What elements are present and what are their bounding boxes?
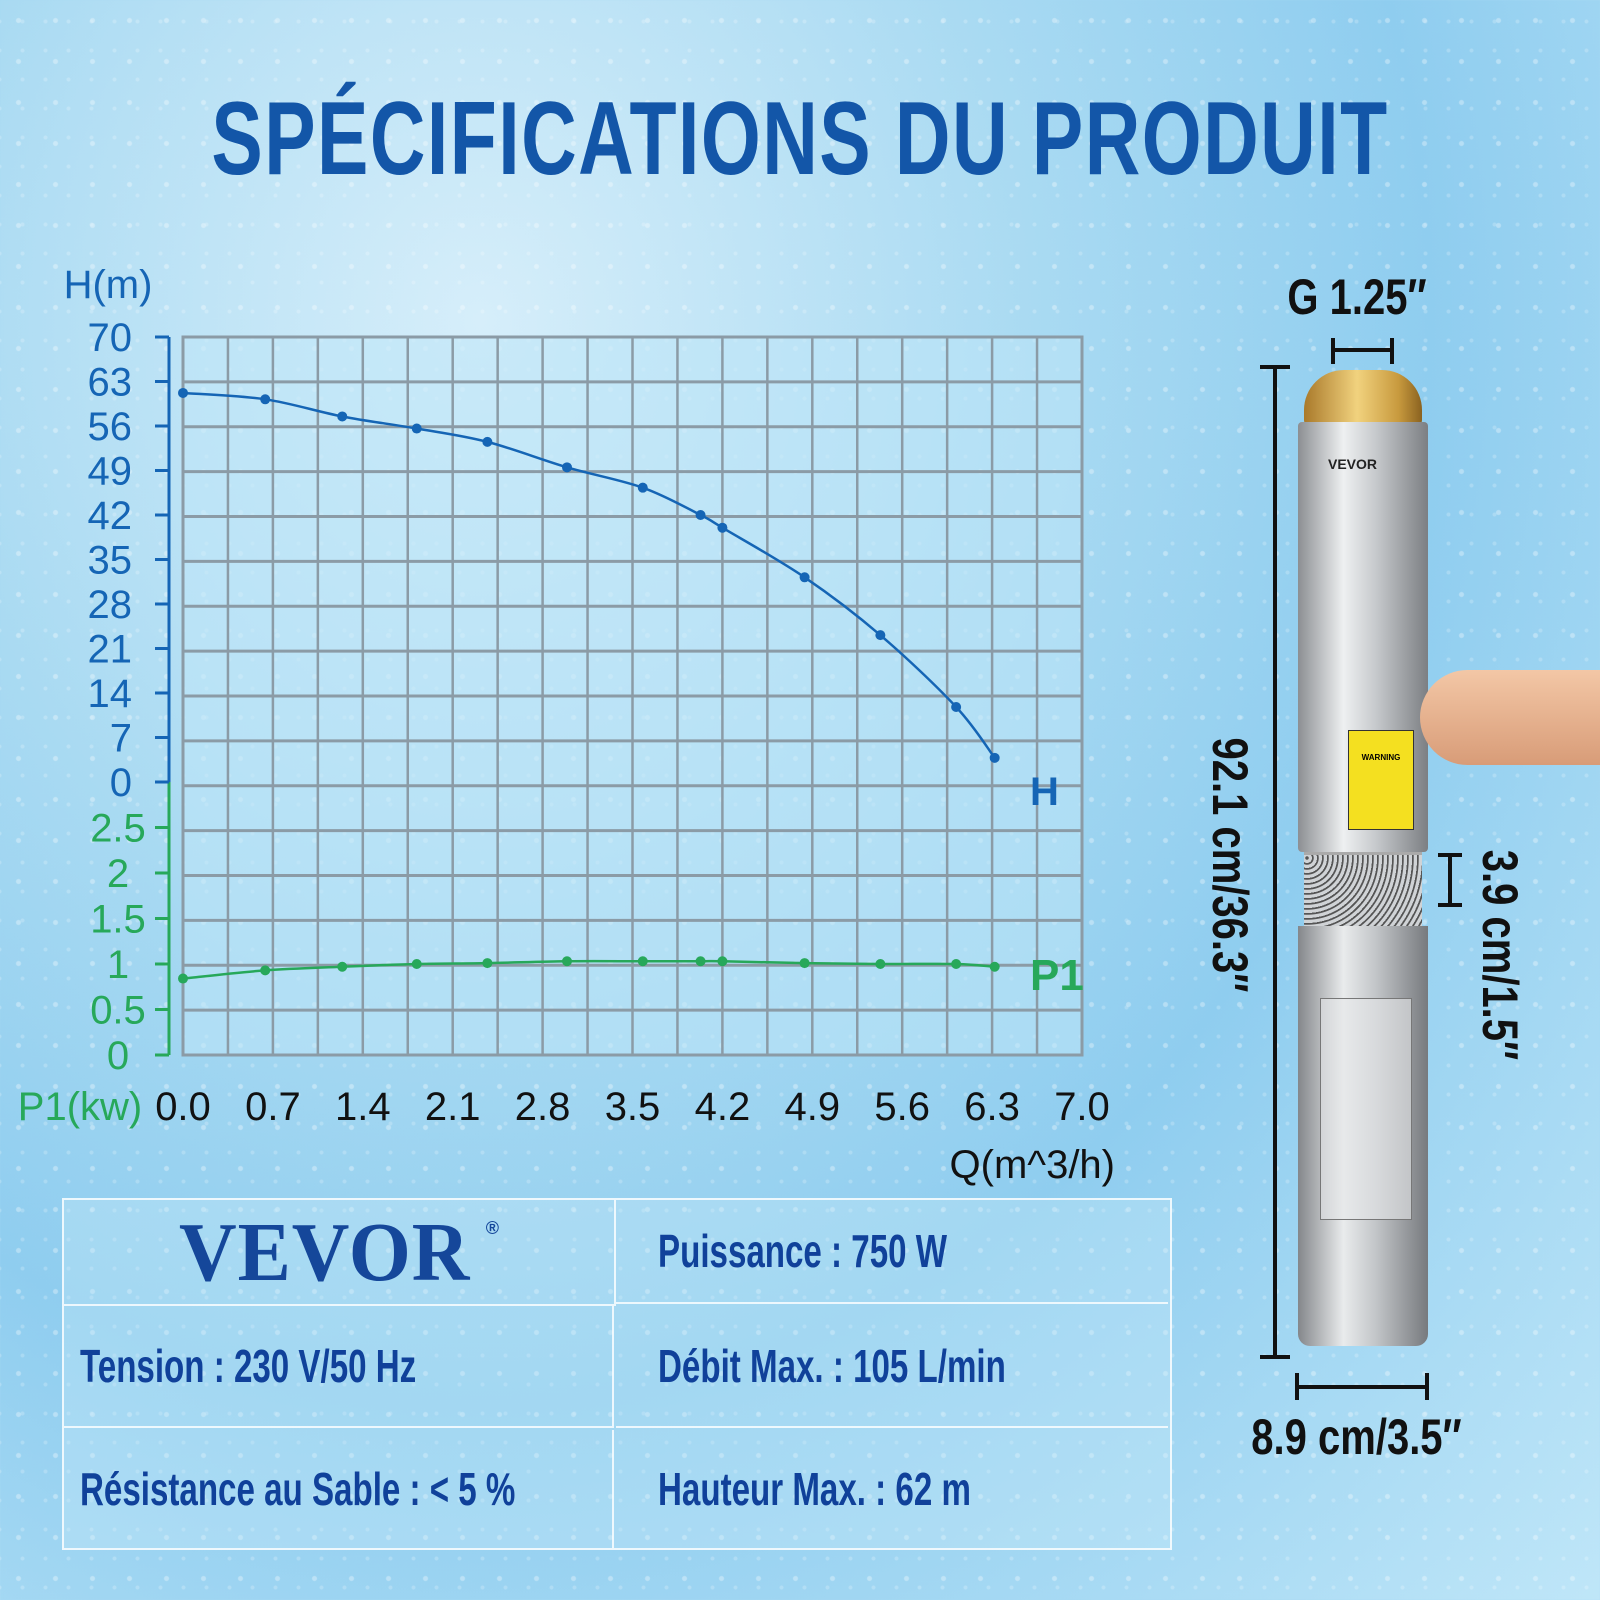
vevor-logo: VEVOR bbox=[179, 1205, 471, 1299]
power-cell: Puissance : 750 W bbox=[616, 1200, 1168, 1304]
series-h-point bbox=[411, 423, 422, 434]
series-h-point bbox=[989, 752, 1000, 763]
x-tick-label: 6.3 bbox=[964, 1085, 1020, 1129]
h-tick-label: 21 bbox=[88, 628, 133, 672]
x-axis-label: Q(m^3/h) bbox=[950, 1143, 1115, 1187]
series-h-point bbox=[799, 572, 810, 583]
brass-outlet bbox=[1304, 370, 1422, 426]
pump-upper-body: VEVOR WARNING bbox=[1298, 422, 1428, 852]
series-h-point bbox=[337, 411, 348, 422]
p1-axis-label: P1(kw) bbox=[18, 1085, 142, 1129]
series-p1-point bbox=[260, 965, 271, 976]
chart-grid bbox=[183, 337, 1082, 1055]
series-p1-point bbox=[482, 958, 493, 969]
h-tick-label: 42 bbox=[88, 494, 133, 538]
series-p1-point bbox=[717, 956, 728, 967]
h-tick-label: 14 bbox=[88, 672, 133, 716]
pump-brand-label: VEVOR bbox=[1328, 456, 1378, 472]
series-h-point bbox=[562, 462, 573, 473]
dimension-lines bbox=[1260, 338, 1462, 1400]
x-tick-label: 1.4 bbox=[335, 1085, 391, 1129]
series-h-point bbox=[875, 630, 886, 641]
h-tick-label: 56 bbox=[88, 405, 133, 449]
pump-motor-body bbox=[1298, 926, 1428, 1346]
x-tick-label: 4.9 bbox=[784, 1085, 840, 1129]
series-p1-point bbox=[799, 958, 810, 969]
length-dimension: 92.1 cm/36.3″ bbox=[1202, 737, 1258, 993]
hand-image bbox=[1420, 670, 1600, 765]
series-p1-point bbox=[951, 959, 962, 969]
p1-tick-label: 1 bbox=[107, 943, 129, 987]
h-tick-label: 0 bbox=[110, 761, 132, 805]
series-p1-point bbox=[695, 956, 706, 967]
x-tick-label: 0.7 bbox=[245, 1085, 301, 1129]
page-title: SPÉCIFICATIONS DU PRODUIT bbox=[211, 81, 1389, 197]
diameter-dimension: 8.9 cm/3.5″ bbox=[1251, 1409, 1462, 1465]
flow-cell: Débit Max. : 105 L/min bbox=[616, 1306, 1168, 1428]
series-p1-label: P1 bbox=[1030, 951, 1084, 1000]
x-tick-label: 0.0 bbox=[155, 1085, 211, 1129]
series-p1-point bbox=[337, 961, 348, 972]
inlet-dimension: 3.9 cm/1.5″ bbox=[1472, 849, 1528, 1061]
p1-tick-label: 2 bbox=[107, 852, 129, 896]
outlet-dimension: G 1.25″ bbox=[1287, 269, 1427, 325]
x-tick-label: 7.0 bbox=[1054, 1085, 1110, 1129]
p1-tick-label: 1.5 bbox=[90, 898, 146, 942]
p1-tick-label: 0.5 bbox=[90, 989, 146, 1033]
spec-table: VEVOR ® Puissance : 750 W Tension : 230 … bbox=[62, 1198, 1172, 1550]
x-tick-label: 2.8 bbox=[515, 1085, 571, 1129]
head-cell: Hauteur Max. : 62 m bbox=[616, 1430, 1168, 1548]
brand-cell: VEVOR ® bbox=[64, 1200, 616, 1306]
series-p1-point bbox=[637, 956, 648, 967]
h-tick-label: 70 bbox=[88, 316, 133, 360]
series-p1-point bbox=[178, 973, 188, 984]
power-spec: Puissance : 750 W bbox=[658, 1225, 948, 1277]
x-tick-label: 5.6 bbox=[874, 1085, 930, 1129]
x-tick-label: 3.5 bbox=[605, 1085, 661, 1129]
registered-mark: ® bbox=[485, 1218, 499, 1238]
series-p1-point bbox=[562, 956, 573, 967]
series-p1-point bbox=[989, 961, 1000, 972]
series-h-point bbox=[482, 436, 493, 447]
voltage-spec: Tension : 230 V/50 Hz bbox=[80, 1340, 417, 1392]
h-tick-label: 49 bbox=[88, 450, 133, 494]
voltage-cell: Tension : 230 V/50 Hz bbox=[64, 1306, 614, 1428]
head-spec: Hauteur Max. : 62 m bbox=[658, 1463, 971, 1515]
series-h-point bbox=[260, 394, 271, 405]
p1-tick-label: 2.5 bbox=[90, 807, 146, 851]
motor-label-plate bbox=[1320, 998, 1412, 1220]
series-h-point bbox=[178, 387, 188, 398]
series-p1-point bbox=[411, 959, 422, 969]
pump-image: VEVOR WARNING bbox=[1296, 370, 1430, 1360]
h-tick-label: 7 bbox=[110, 717, 132, 761]
h-tick-label: 35 bbox=[88, 539, 133, 583]
flow-spec: Débit Max. : 105 L/min bbox=[658, 1340, 1006, 1392]
warning-label: WARNING bbox=[1361, 753, 1401, 762]
series-h-point bbox=[695, 510, 706, 520]
warning-sticker: WARNING bbox=[1348, 730, 1414, 830]
h-axis-label: H(m) bbox=[64, 263, 153, 307]
p1-tick-label: 0 bbox=[107, 1034, 129, 1078]
series-p1-point bbox=[875, 959, 886, 969]
sand-cell: Résistance au Sable : < 5 % bbox=[64, 1430, 614, 1548]
h-tick-label: 63 bbox=[88, 361, 133, 405]
x-tick-label: 4.2 bbox=[695, 1085, 751, 1129]
h-tick-label: 28 bbox=[88, 583, 133, 627]
series-h-point bbox=[637, 482, 648, 493]
series-h-label: H bbox=[1030, 770, 1059, 814]
series-h-point bbox=[951, 701, 962, 712]
sand-spec: Résistance au Sable : < 5 % bbox=[80, 1463, 516, 1515]
x-tick-label: 2.1 bbox=[425, 1085, 481, 1129]
series-h-point bbox=[717, 522, 728, 533]
